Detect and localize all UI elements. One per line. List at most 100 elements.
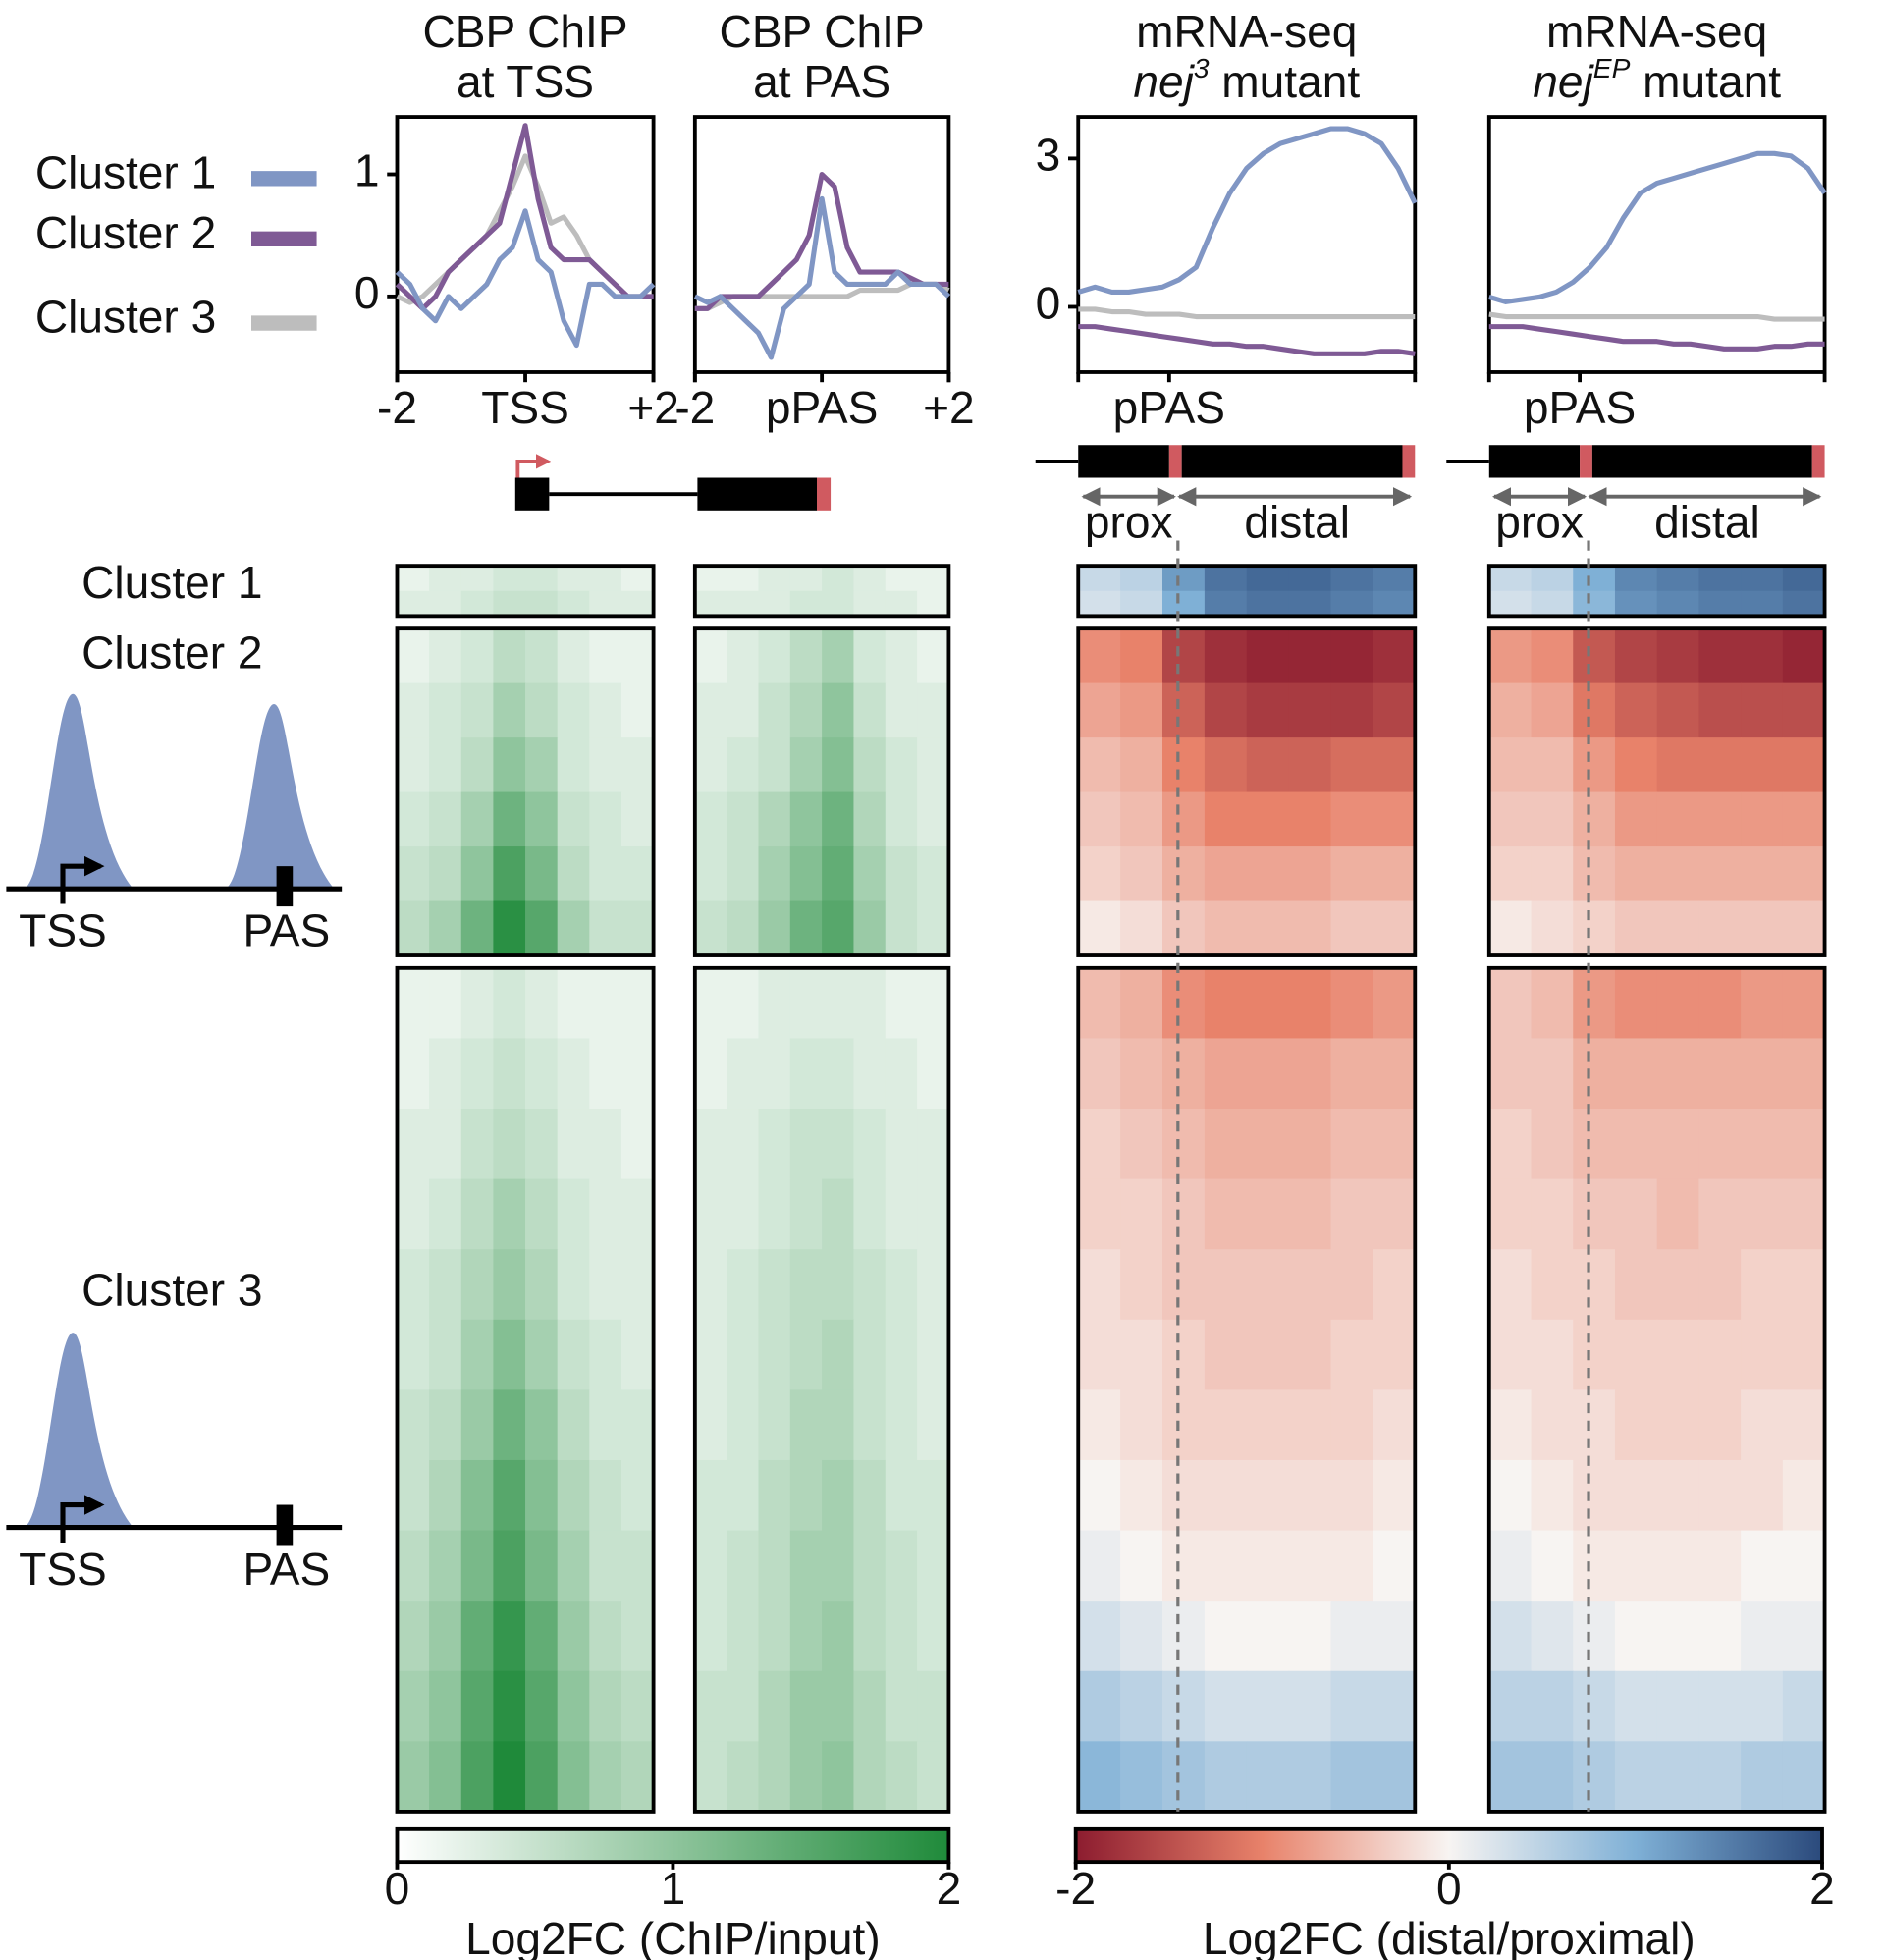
- heatmap-cell: [885, 1038, 918, 1110]
- heatmap-cell: [557, 1319, 590, 1391]
- heatmap-cell: [493, 791, 526, 847]
- heatmap-cell: [1330, 1601, 1374, 1672]
- exon-proximal: [1078, 445, 1169, 478]
- heatmap-cell: [789, 1389, 823, 1461]
- heatmap-cell: [758, 1178, 791, 1250]
- heatmap-cell: [493, 967, 526, 1040]
- heatmap-cell: [1078, 1038, 1121, 1110]
- heatmap-cell: [1246, 1249, 1290, 1321]
- heatmap-cell: [1698, 900, 1742, 956]
- heatmap-cell: [822, 737, 855, 793]
- heatmap-cell: [397, 900, 430, 956]
- heatmap-cell: [1741, 566, 1784, 592]
- prox-label: prox: [1085, 496, 1173, 547]
- heatmap-cell: [525, 1389, 559, 1461]
- heatmap-cell: [1162, 737, 1206, 793]
- heatmap-cell: [1573, 1459, 1616, 1532]
- plot-frame: [692, 115, 951, 374]
- heatmap-cell: [1120, 1670, 1163, 1742]
- heatmap-cell: [1614, 1530, 1658, 1602]
- heatmap-cell: [1246, 566, 1290, 592]
- heatmap-cell: [620, 900, 655, 956]
- heatmap-cell: [1488, 1249, 1533, 1321]
- tss-peak: [23, 1333, 134, 1528]
- heatmap-cell: [853, 846, 887, 902]
- heatmap-cell: [1782, 967, 1826, 1040]
- panel-title: at TSS: [457, 56, 594, 107]
- heatmap-cell: [758, 590, 791, 617]
- heatmap-cell: [557, 1670, 590, 1742]
- heatmap-cell: [758, 846, 791, 902]
- heatmap-cell: [525, 1319, 559, 1391]
- heatmap-cell: [1573, 1178, 1616, 1250]
- heatmap-frame: [1486, 626, 1827, 957]
- heatmap-cell: [1120, 1389, 1163, 1461]
- heatmap-cell: [620, 1038, 655, 1110]
- heatmap-cell: [917, 1178, 950, 1250]
- heatmap-cell: [853, 1530, 887, 1602]
- heatmap-cell: [853, 1249, 887, 1321]
- heatmap-cell: [694, 1601, 727, 1672]
- y-tick-label: 1: [354, 145, 380, 196]
- heatmap-cell: [620, 791, 655, 847]
- heatmap-cell: [822, 791, 855, 847]
- y-tick-label: 3: [1036, 130, 1061, 181]
- heatmap-cell: [885, 566, 918, 592]
- heatmap-cell: [885, 1601, 918, 1672]
- heatmap-cell: [1288, 566, 1332, 592]
- heatmap-cell: [1531, 1109, 1574, 1180]
- heatmap-cell: [557, 682, 590, 738]
- heatmap-cell: [917, 1038, 950, 1110]
- heatmap-cell: [525, 1530, 559, 1602]
- heatmap-cell: [1078, 1109, 1121, 1180]
- heatmap-cell: [1573, 1741, 1616, 1813]
- heatmap-cell: [1330, 1038, 1374, 1110]
- heatmap-cell: [822, 1530, 855, 1602]
- heatmap-cell: [1162, 1178, 1206, 1250]
- heatmap-cell: [727, 1038, 760, 1110]
- series-line: [1077, 126, 1418, 295]
- colorbar: [1073, 1826, 1824, 1865]
- heatmap-cell: [429, 1389, 462, 1461]
- heatmap-cell: [885, 1741, 918, 1813]
- heatmap-cell: [1120, 1249, 1163, 1321]
- heatmap-cell: [589, 1530, 622, 1602]
- heatmap-cell: [1782, 1459, 1826, 1532]
- heatmap-cell: [1373, 1670, 1416, 1742]
- heatmap-cell: [1614, 1741, 1658, 1813]
- heatmap-cell: [397, 682, 430, 738]
- heatmap-cell: [789, 1459, 823, 1532]
- heatmap-cell: [1614, 1601, 1658, 1672]
- heatmap-cell: [557, 967, 590, 1040]
- heatmap-cell: [1698, 1601, 1742, 1672]
- heatmap-cell: [589, 1319, 622, 1391]
- tss-arrow: [60, 855, 105, 904]
- heatmap-cell: [429, 1741, 462, 1813]
- heatmap-cell: [694, 1319, 727, 1391]
- heatmap-cell: [1204, 791, 1248, 847]
- title-suffix: mutant: [1221, 56, 1360, 107]
- heatmap-cell: [758, 900, 791, 956]
- heatmap-cell: [758, 737, 791, 793]
- heatmap-cell: [853, 590, 887, 617]
- heatmap-cell: [1246, 1389, 1290, 1461]
- heatmap-cell: [1330, 590, 1374, 617]
- heatmap-cell: [853, 900, 887, 956]
- panel-subtitle: nejEP mutant: [1533, 53, 1781, 107]
- heatmap-cell: [917, 1459, 950, 1532]
- heatmap-cell: [429, 682, 462, 738]
- heatmap-cell: [397, 566, 430, 592]
- heatmap-cell: [460, 967, 495, 1040]
- heatmap-cell: [620, 628, 655, 684]
- heatmap-cell: [429, 1178, 462, 1250]
- heatmap-cell: [460, 590, 495, 617]
- heatmap-cell: [885, 900, 918, 956]
- heatmap-frame: [1486, 965, 1827, 1814]
- heatmap-cell: [1741, 1319, 1784, 1391]
- heatmap-cell: [1162, 1670, 1206, 1742]
- heatmap-cell: [493, 1109, 526, 1180]
- heatmap-cell: [1373, 566, 1416, 592]
- series-line: [395, 208, 656, 349]
- heatmap-cell: [822, 1389, 855, 1461]
- heatmap-cell: [1078, 1319, 1121, 1391]
